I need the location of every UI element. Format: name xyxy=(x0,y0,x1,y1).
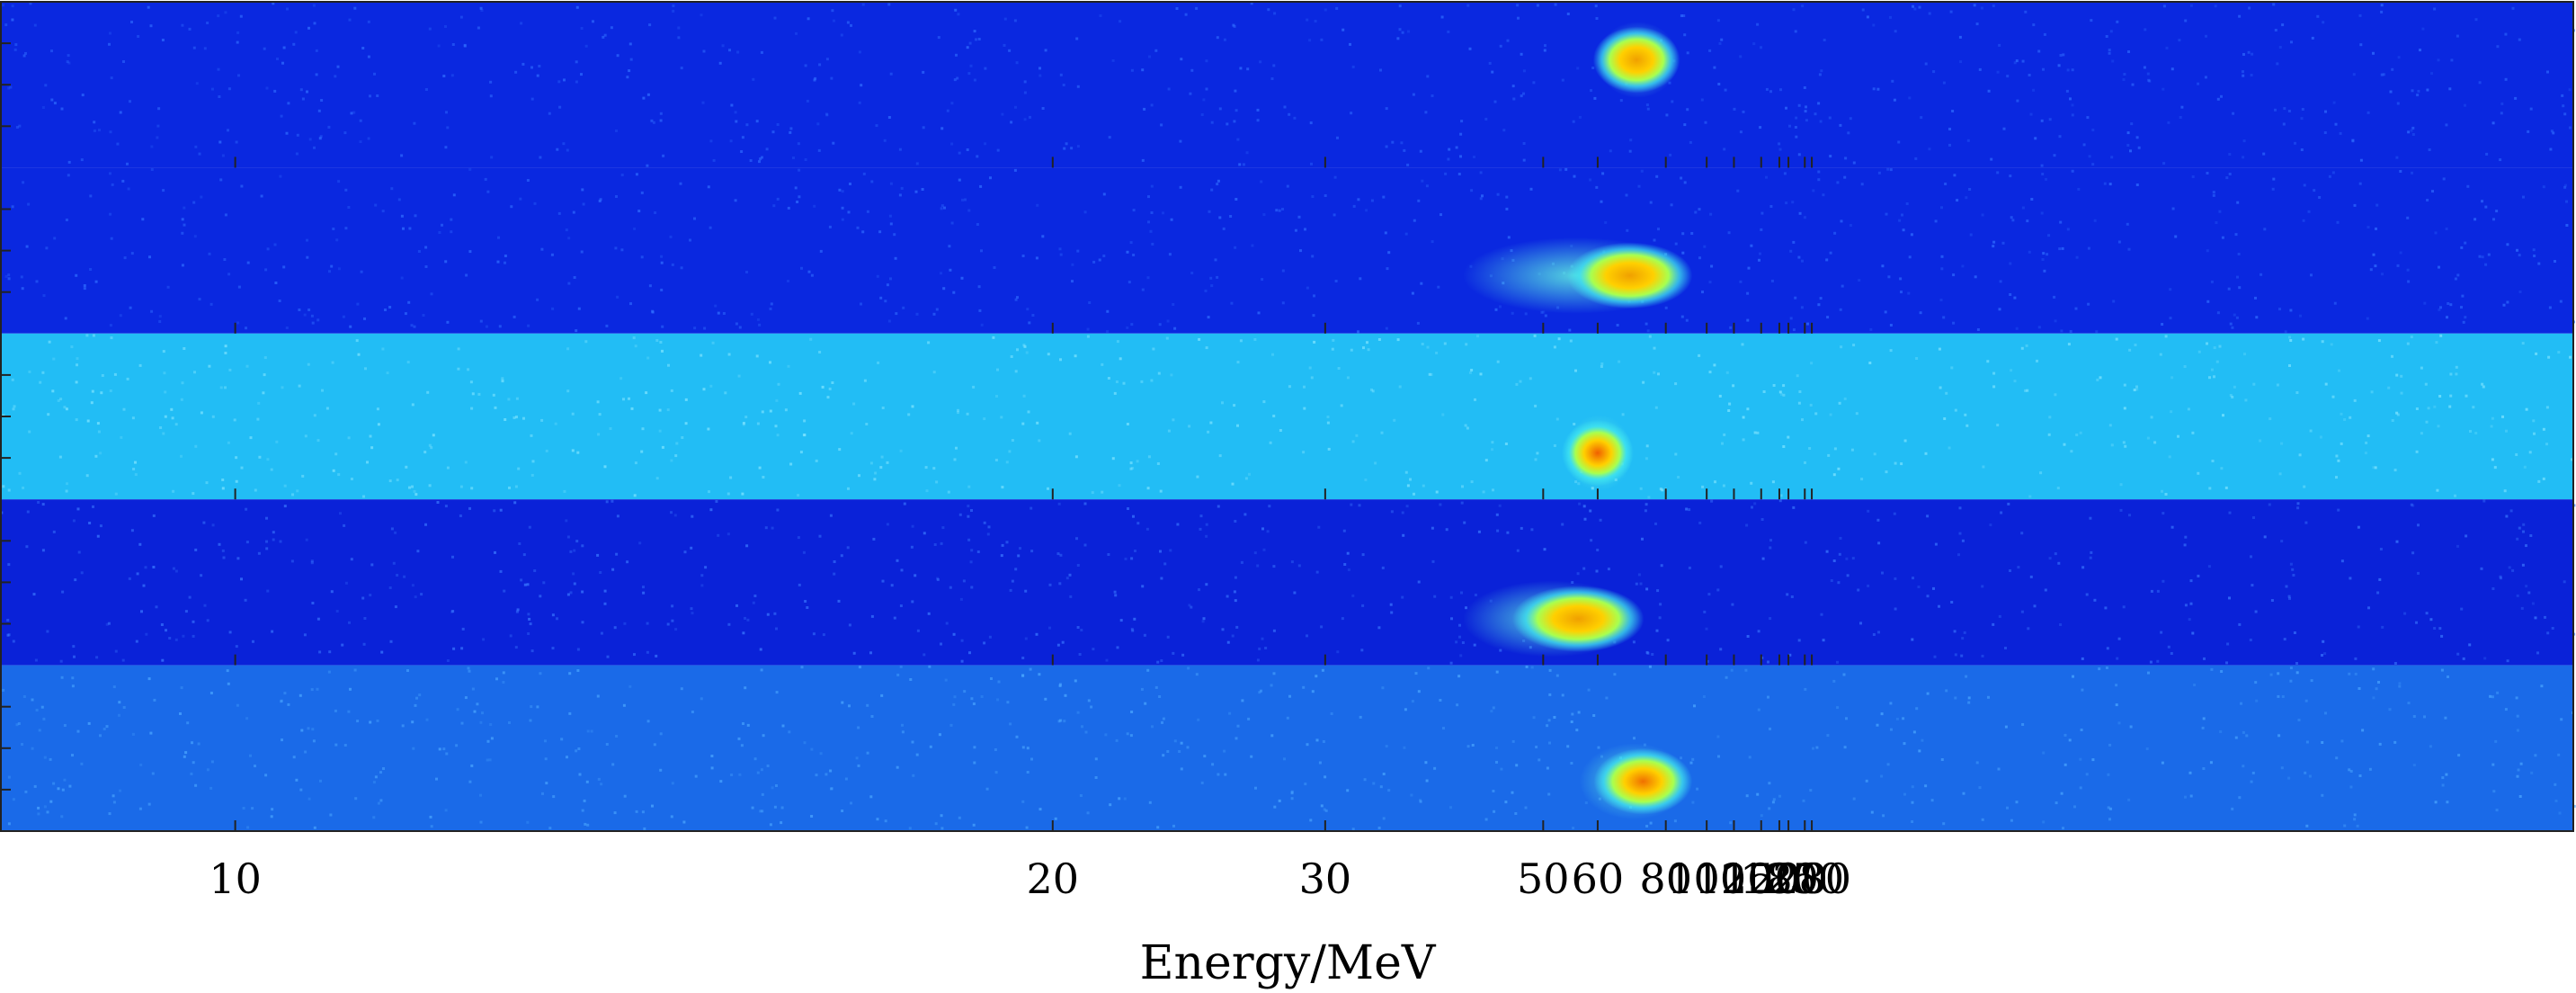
panel-background xyxy=(0,333,2574,500)
x-tick-label-20: 20 xyxy=(1027,854,1080,903)
electron-spot-2 xyxy=(1463,237,1693,314)
panel-noise xyxy=(0,499,2576,665)
plot-frame xyxy=(0,1,2574,832)
spectrum-panels xyxy=(0,2,2576,831)
x-axis-ticks xyxy=(234,157,1814,831)
x-axis-title: Energy/MeV xyxy=(1140,936,1437,990)
x-tick-label-250: 250 xyxy=(1765,854,1844,903)
spectrum-panel-2 xyxy=(0,167,2575,334)
x-tick-label-30: 30 xyxy=(1299,854,1352,903)
electron-spot-5 xyxy=(1579,743,1693,820)
x-tick-label-150: 150 xyxy=(1722,854,1801,903)
panel-background xyxy=(0,499,2574,666)
electron-spot-4 xyxy=(1463,580,1645,658)
electron-spot-1 xyxy=(1592,22,1680,98)
panel-noise xyxy=(2,2,2575,167)
x-tick-label-100: 100 xyxy=(1667,854,1746,903)
spectrum-panel-3 xyxy=(0,333,2574,500)
panel-background xyxy=(0,2,2574,168)
x-tick-label-10: 10 xyxy=(209,854,262,903)
panel-background xyxy=(0,167,2574,334)
spectrum-panel-5 xyxy=(0,665,2576,831)
spectrum-panel-4 xyxy=(0,499,2576,666)
x-tick-label-120: 120 xyxy=(1695,854,1774,903)
x-tick-label-60: 60 xyxy=(1572,854,1625,903)
spectrum-panel-1 xyxy=(0,2,2575,168)
x-tick-label-180: 180 xyxy=(1740,854,1819,903)
panel-background xyxy=(0,665,2574,831)
x-tick-label-280: 280 xyxy=(1772,854,1851,903)
panel-noise xyxy=(2,334,2574,499)
x-tick-label-200: 200 xyxy=(1749,854,1828,903)
electron-spot-3 xyxy=(1561,415,1634,491)
x-tick-label-80: 80 xyxy=(1639,854,1692,903)
x-tick-label-50: 50 xyxy=(1517,854,1570,903)
panel-noise xyxy=(2,665,2576,831)
